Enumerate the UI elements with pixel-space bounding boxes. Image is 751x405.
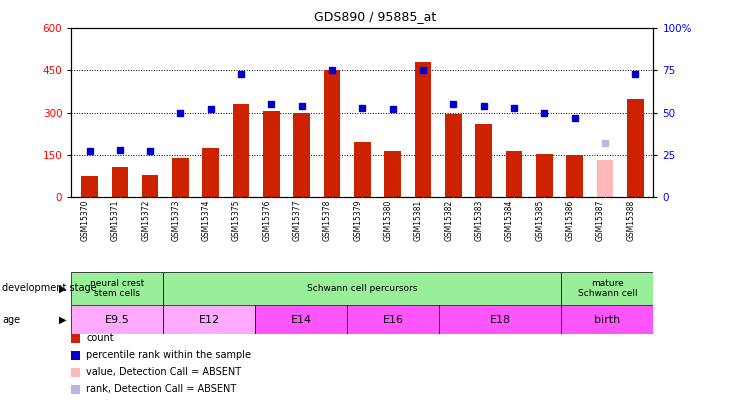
Text: GSM15373: GSM15373 xyxy=(171,200,180,241)
Bar xyxy=(439,305,562,334)
Bar xyxy=(233,104,249,197)
Text: GSM15376: GSM15376 xyxy=(262,200,271,241)
Text: mature
Schwann cell: mature Schwann cell xyxy=(578,279,638,298)
Bar xyxy=(71,272,163,305)
Bar xyxy=(324,70,340,197)
Bar xyxy=(142,175,158,197)
Text: E14: E14 xyxy=(291,315,312,324)
Text: GSM15387: GSM15387 xyxy=(596,200,605,241)
Text: GSM15383: GSM15383 xyxy=(475,200,484,241)
Text: GSM15385: GSM15385 xyxy=(535,200,544,241)
Bar xyxy=(111,166,128,197)
Bar xyxy=(562,305,653,334)
Text: GSM15372: GSM15372 xyxy=(141,200,150,241)
Bar xyxy=(347,305,439,334)
Bar xyxy=(71,305,163,334)
Text: GSM15386: GSM15386 xyxy=(566,200,575,241)
Text: rank, Detection Call = ABSENT: rank, Detection Call = ABSENT xyxy=(86,384,237,394)
Text: count: count xyxy=(86,333,114,343)
Text: percentile rank within the sample: percentile rank within the sample xyxy=(86,350,252,360)
Text: GSM15380: GSM15380 xyxy=(384,200,393,241)
Text: GSM15378: GSM15378 xyxy=(323,200,332,241)
Text: development stage: development stage xyxy=(2,284,97,293)
Bar xyxy=(627,98,644,197)
Bar xyxy=(505,151,522,197)
Bar xyxy=(163,272,562,305)
Text: GSM15371: GSM15371 xyxy=(111,200,120,241)
Bar xyxy=(163,305,255,334)
Text: E18: E18 xyxy=(490,315,511,324)
Text: E16: E16 xyxy=(382,315,403,324)
Text: GSM15377: GSM15377 xyxy=(293,200,302,241)
Text: neural crest
stem cells: neural crest stem cells xyxy=(90,279,144,298)
Bar xyxy=(385,151,401,197)
Bar xyxy=(596,160,614,197)
Text: ▶: ▶ xyxy=(59,315,66,324)
Text: ▶: ▶ xyxy=(59,284,66,293)
Text: GSM15379: GSM15379 xyxy=(354,200,362,241)
Text: birth: birth xyxy=(594,315,620,324)
Text: GSM15388: GSM15388 xyxy=(626,200,635,241)
Bar xyxy=(445,114,462,197)
Text: value, Detection Call = ABSENT: value, Detection Call = ABSENT xyxy=(86,367,242,377)
Bar xyxy=(354,142,371,197)
Bar xyxy=(475,124,492,197)
Text: GSM15370: GSM15370 xyxy=(80,200,89,241)
Bar xyxy=(255,305,347,334)
Bar xyxy=(536,154,553,197)
Bar xyxy=(263,111,280,197)
Text: E9.5: E9.5 xyxy=(105,315,130,324)
Bar xyxy=(294,113,310,197)
Bar xyxy=(415,62,431,197)
Text: GSM15374: GSM15374 xyxy=(202,200,211,241)
Bar xyxy=(562,272,653,305)
Text: GSM15381: GSM15381 xyxy=(414,200,423,241)
Text: GSM15375: GSM15375 xyxy=(232,200,241,241)
Text: GSM15384: GSM15384 xyxy=(505,200,514,241)
Bar xyxy=(203,148,219,197)
Text: GSM15382: GSM15382 xyxy=(445,200,454,241)
Text: GDS890 / 95885_at: GDS890 / 95885_at xyxy=(315,10,436,23)
Text: Schwann cell percursors: Schwann cell percursors xyxy=(307,284,418,293)
Text: age: age xyxy=(2,315,20,324)
Bar xyxy=(566,155,583,197)
Text: E12: E12 xyxy=(198,315,220,324)
Bar xyxy=(172,158,189,197)
Bar xyxy=(81,176,98,197)
